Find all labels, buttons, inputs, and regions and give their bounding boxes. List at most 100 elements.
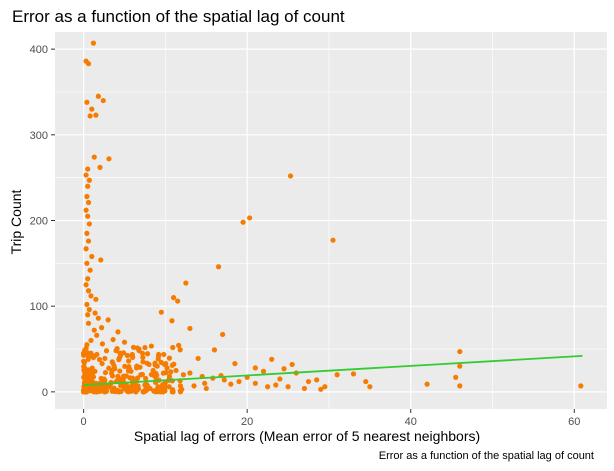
data-point bbox=[91, 154, 97, 160]
data-point bbox=[86, 307, 92, 313]
data-point bbox=[83, 282, 89, 288]
data-point bbox=[203, 385, 209, 392]
x-axis-label: Spatial lag of errors (Mean error of 5 n… bbox=[133, 428, 481, 444]
data-point bbox=[139, 371, 145, 378]
data-point bbox=[118, 383, 124, 389]
data-point bbox=[273, 382, 279, 388]
data-point bbox=[88, 293, 94, 299]
data-point bbox=[89, 368, 95, 374]
data-point bbox=[88, 337, 94, 344]
data-point bbox=[98, 257, 104, 263]
data-point bbox=[93, 388, 100, 395]
data-point bbox=[176, 342, 182, 348]
data-point bbox=[367, 384, 373, 390]
data-point bbox=[85, 199, 92, 206]
data-point bbox=[169, 362, 175, 368]
data-point bbox=[95, 315, 101, 321]
data-point bbox=[318, 386, 324, 392]
data-point bbox=[115, 329, 121, 335]
data-point bbox=[109, 373, 116, 379]
data-point bbox=[91, 327, 97, 333]
data-point bbox=[156, 351, 162, 358]
data-point bbox=[86, 221, 92, 227]
data-points bbox=[81, 40, 584, 395]
data-point bbox=[170, 387, 176, 393]
data-point bbox=[81, 358, 87, 364]
data-point bbox=[127, 386, 133, 392]
data-point bbox=[143, 381, 149, 387]
data-point bbox=[126, 363, 132, 370]
data-point bbox=[169, 318, 175, 324]
data-point bbox=[110, 336, 116, 343]
y-tick-label: 200 bbox=[30, 216, 48, 228]
data-point bbox=[105, 317, 111, 323]
data-point bbox=[90, 40, 97, 46]
data-point bbox=[110, 360, 116, 366]
data-point bbox=[143, 386, 149, 392]
data-point bbox=[314, 377, 320, 383]
grid-lines bbox=[55, 32, 607, 409]
data-point bbox=[148, 371, 155, 378]
data-point bbox=[85, 238, 92, 244]
data-point bbox=[142, 344, 148, 351]
data-point bbox=[330, 237, 336, 243]
y-axis-label: Trip Count bbox=[8, 189, 24, 255]
data-point bbox=[121, 339, 128, 345]
data-point bbox=[84, 193, 90, 200]
data-point bbox=[99, 341, 106, 347]
data-point bbox=[260, 368, 267, 374]
data-point bbox=[103, 348, 110, 354]
data-point bbox=[134, 375, 141, 381]
data-point bbox=[102, 369, 109, 376]
data-point bbox=[457, 348, 463, 355]
data-point bbox=[85, 354, 92, 360]
data-point bbox=[87, 113, 93, 119]
trend-line-layer bbox=[83, 354, 583, 386]
data-point bbox=[140, 359, 146, 365]
data-point bbox=[175, 298, 181, 304]
data-point bbox=[114, 377, 120, 384]
data-point bbox=[85, 276, 91, 282]
data-point bbox=[93, 112, 99, 118]
data-point bbox=[240, 219, 246, 225]
data-point bbox=[265, 384, 271, 390]
data-point bbox=[116, 357, 122, 363]
data-point bbox=[88, 350, 94, 356]
data-point bbox=[85, 312, 91, 318]
data-point bbox=[93, 296, 99, 302]
data-point bbox=[424, 381, 430, 387]
data-point bbox=[130, 344, 137, 350]
data-point bbox=[161, 351, 167, 358]
data-point bbox=[82, 347, 88, 353]
data-point bbox=[100, 97, 106, 104]
data-point bbox=[84, 99, 90, 105]
data-point bbox=[106, 156, 112, 162]
data-point bbox=[350, 371, 357, 377]
data-point bbox=[228, 381, 234, 387]
data-point bbox=[301, 385, 308, 392]
data-point bbox=[129, 351, 135, 358]
axis-ticks: 0 20 40 60 0 100 200 300 400 bbox=[30, 44, 581, 428]
data-point bbox=[164, 365, 170, 371]
data-point bbox=[95, 93, 101, 99]
data-point bbox=[117, 368, 123, 374]
chart-caption: Error as a function of the spatial lag o… bbox=[378, 450, 594, 462]
data-point bbox=[81, 367, 87, 373]
data-point bbox=[220, 331, 226, 338]
data-point bbox=[578, 383, 584, 389]
data-point bbox=[457, 383, 463, 389]
data-point bbox=[135, 386, 142, 392]
data-point bbox=[154, 372, 160, 379]
data-point bbox=[152, 360, 158, 366]
y-tick-label: 400 bbox=[30, 44, 48, 56]
data-point bbox=[94, 351, 100, 358]
data-point bbox=[134, 345, 140, 351]
data-point bbox=[322, 384, 328, 390]
data-point bbox=[97, 164, 103, 170]
data-point bbox=[89, 253, 95, 260]
data-point bbox=[126, 358, 132, 364]
data-point bbox=[84, 301, 90, 308]
data-point bbox=[127, 375, 133, 381]
data-point bbox=[102, 355, 108, 362]
data-point bbox=[162, 380, 168, 386]
